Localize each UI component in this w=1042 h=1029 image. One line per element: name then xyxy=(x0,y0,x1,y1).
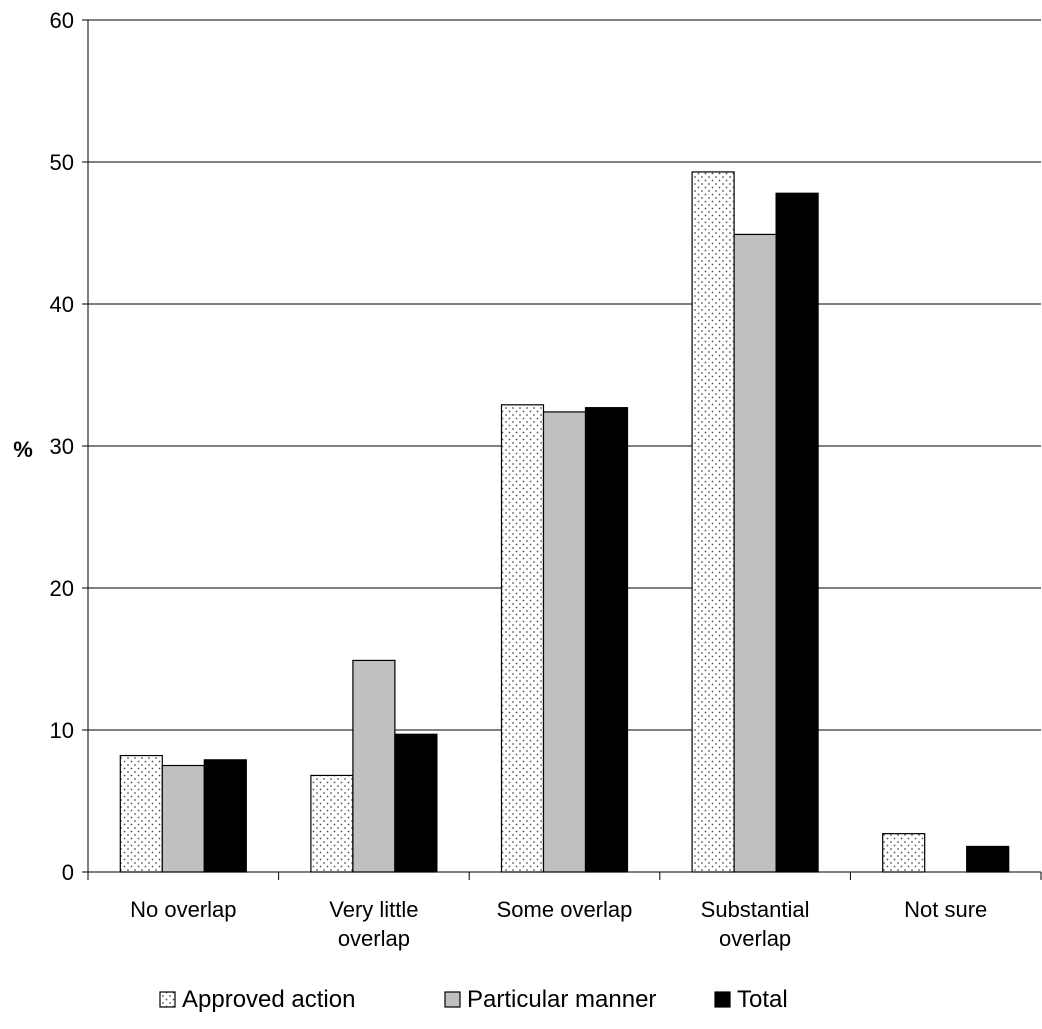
legend-swatch xyxy=(159,991,176,1008)
legend-swatch xyxy=(714,991,731,1008)
x-tick-label: Substantial overlap xyxy=(701,897,810,951)
bar-total xyxy=(203,759,247,873)
bar-particular-manner xyxy=(733,233,777,873)
legend-swatch xyxy=(444,991,461,1008)
bar-total xyxy=(584,407,629,873)
y-tick-labels: 0 10 20 30 40 50 60 xyxy=(50,8,74,885)
bar-total xyxy=(775,192,819,873)
legend-label: Particular manner xyxy=(467,986,656,1013)
axes xyxy=(82,19,1042,880)
x-tick-label: Not sure xyxy=(904,897,987,922)
bar-particular-manner xyxy=(161,764,205,873)
y-tick-label: 50 xyxy=(50,150,74,175)
y-tick-label: 40 xyxy=(50,292,74,317)
x-tick-label: Very little overlap xyxy=(329,897,418,951)
y-tick-label: 10 xyxy=(50,718,74,743)
y-axis-label: % xyxy=(13,437,33,462)
bar-particular-manner xyxy=(542,411,587,873)
bar-approved-action xyxy=(119,754,163,873)
y-tick-label: 60 xyxy=(50,8,74,33)
x-tick-label: Some overlap xyxy=(497,897,633,922)
bar-approved-action xyxy=(691,171,735,873)
x-tick-labels: No overlap Very little overlap Some overlap… xyxy=(130,897,987,951)
bar-approved-action xyxy=(310,774,354,873)
bar-particular-manner xyxy=(352,659,396,873)
bar-approved-action xyxy=(500,404,545,873)
y-tick-label: 30 xyxy=(50,434,74,459)
bar-total xyxy=(394,733,438,873)
x-tick-label: No overlap xyxy=(130,897,236,922)
legend-label: Approved action xyxy=(182,986,355,1013)
bar-approved-action xyxy=(882,833,926,873)
y-tick-label: 20 xyxy=(50,576,74,601)
y-tick-label: 0 xyxy=(62,860,74,885)
legend: Approved action Particular manner Total xyxy=(159,986,788,1013)
bar-total xyxy=(966,845,1010,873)
legend-label: Total xyxy=(737,986,788,1013)
bars xyxy=(119,171,1010,873)
